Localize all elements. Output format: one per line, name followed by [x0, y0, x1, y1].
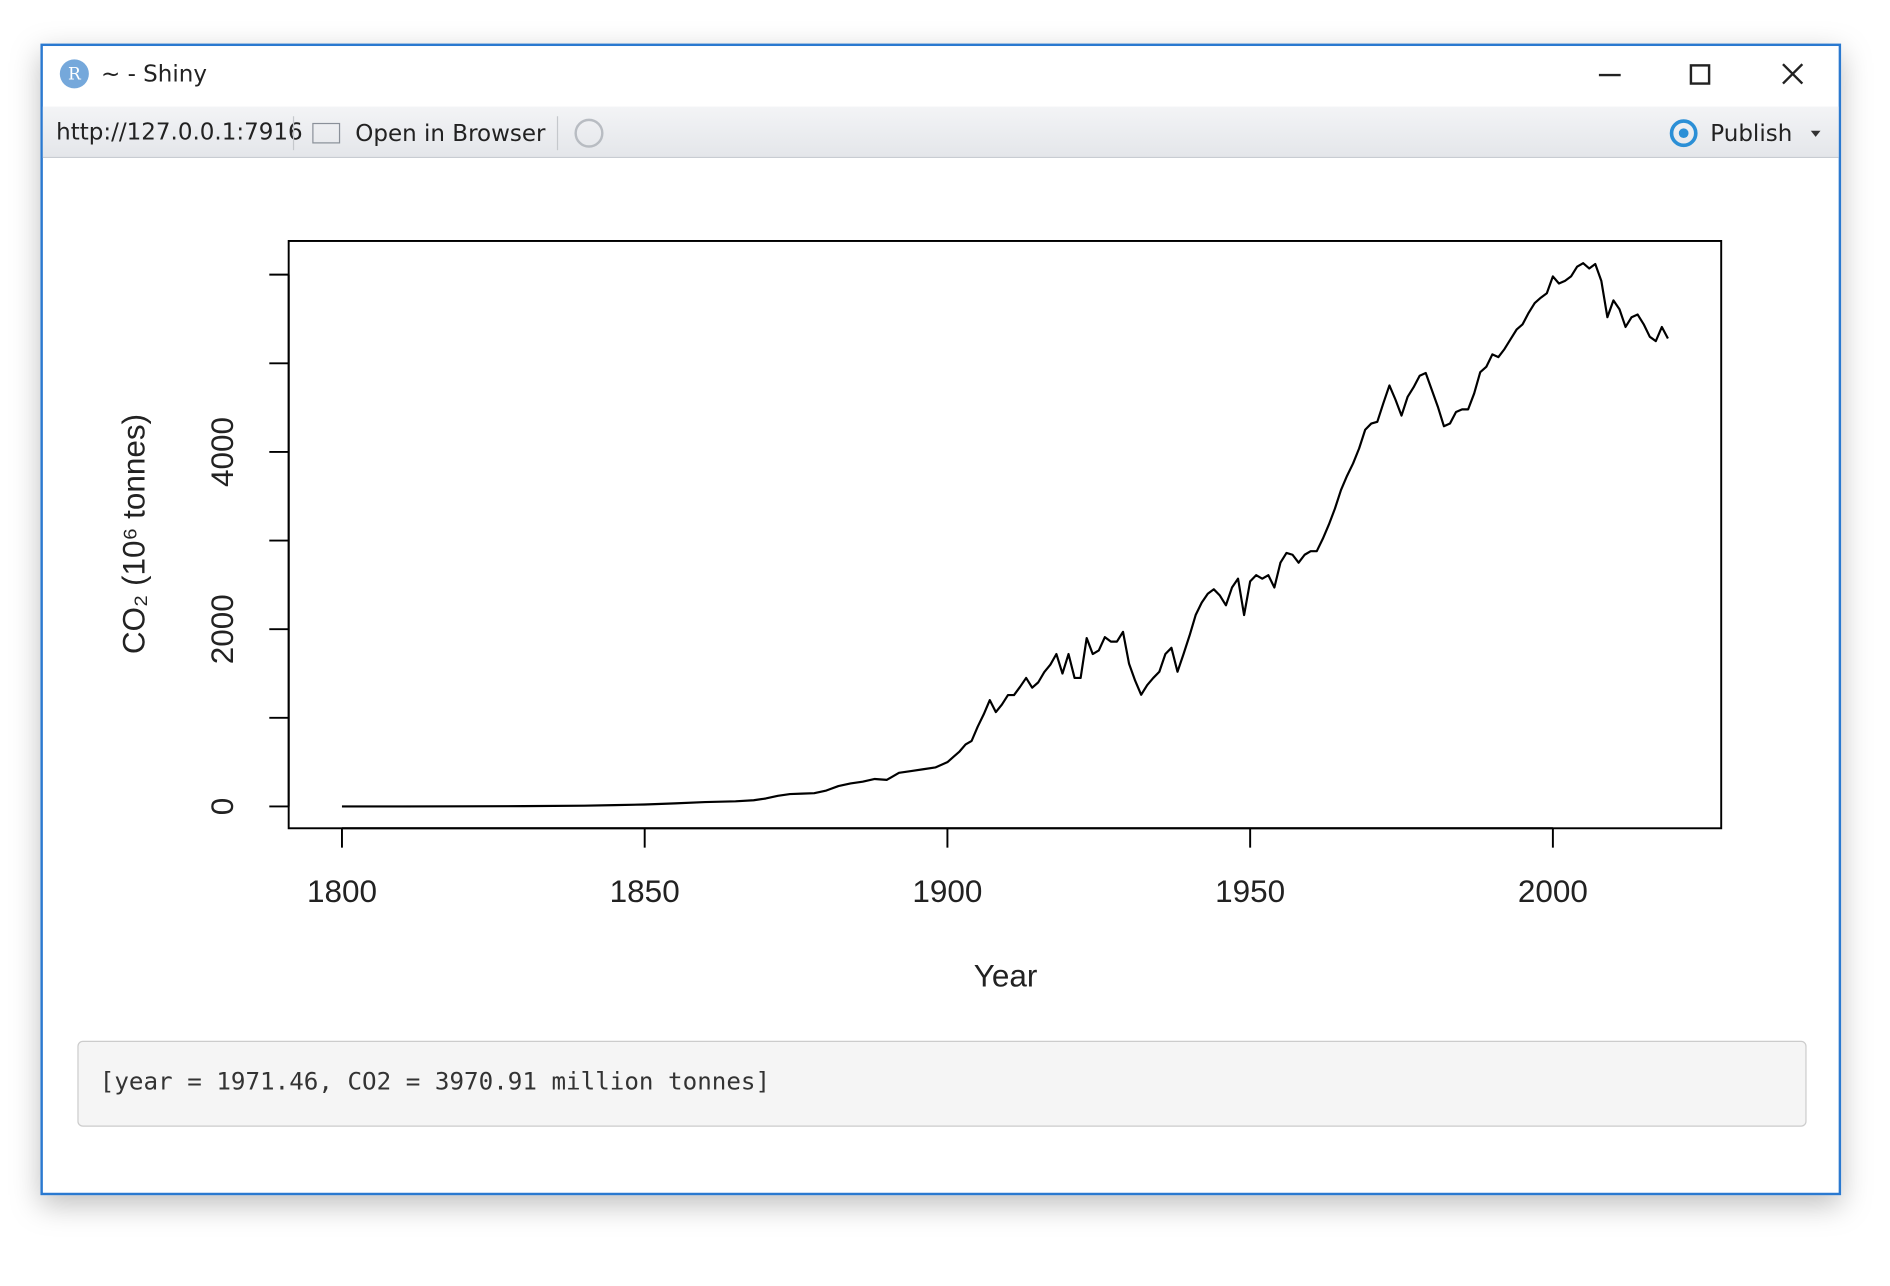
publish-button[interactable]: Publish — [1710, 121, 1792, 147]
x-tick-label: 1800 — [307, 874, 377, 909]
publish-dropdown[interactable] — [1810, 130, 1821, 137]
data-line — [341, 262, 1669, 808]
x-tick-label: 2000 — [1518, 874, 1588, 909]
publish-icon-dot — [1678, 128, 1689, 139]
output-box — [77, 1040, 1807, 1127]
window-title: ~ - Shiny — [101, 62, 207, 88]
browser-icon — [312, 122, 341, 144]
plot: Year CO₂ (10⁶ tonnes) 1800 1850 1900 1950 20… — [116, 240, 1723, 994]
y-tick-label: 4000 — [205, 417, 240, 487]
output-text: [year = 1971.46, CO2 = 3970.91 million t… — [100, 1068, 770, 1096]
x-tick-label: 1850 — [610, 874, 680, 909]
x-axis-title: Year — [974, 959, 1038, 994]
publish-icon — [1669, 119, 1698, 148]
y-tick-label: 0 — [205, 798, 240, 816]
reload-button[interactable] — [574, 118, 604, 148]
close-button[interactable] — [1782, 63, 1804, 85]
r-icon-letter: R — [68, 64, 82, 84]
r-icon — [59, 59, 89, 89]
x-tick-label: 1950 — [1215, 874, 1285, 909]
y-axis-title: CO₂ (10⁶ tonnes) — [116, 414, 151, 654]
window-frame — [40, 43, 1842, 1196]
y-tick-label: 2000 — [205, 594, 240, 664]
open-in-browser[interactable]: Open in Browser — [355, 121, 546, 147]
toolbar — [42, 106, 1839, 158]
maximize-button[interactable] — [1689, 64, 1711, 85]
x-tick-label: 1900 — [912, 874, 982, 909]
url-text[interactable]: http://127.0.0.1:7916 — [56, 120, 302, 146]
